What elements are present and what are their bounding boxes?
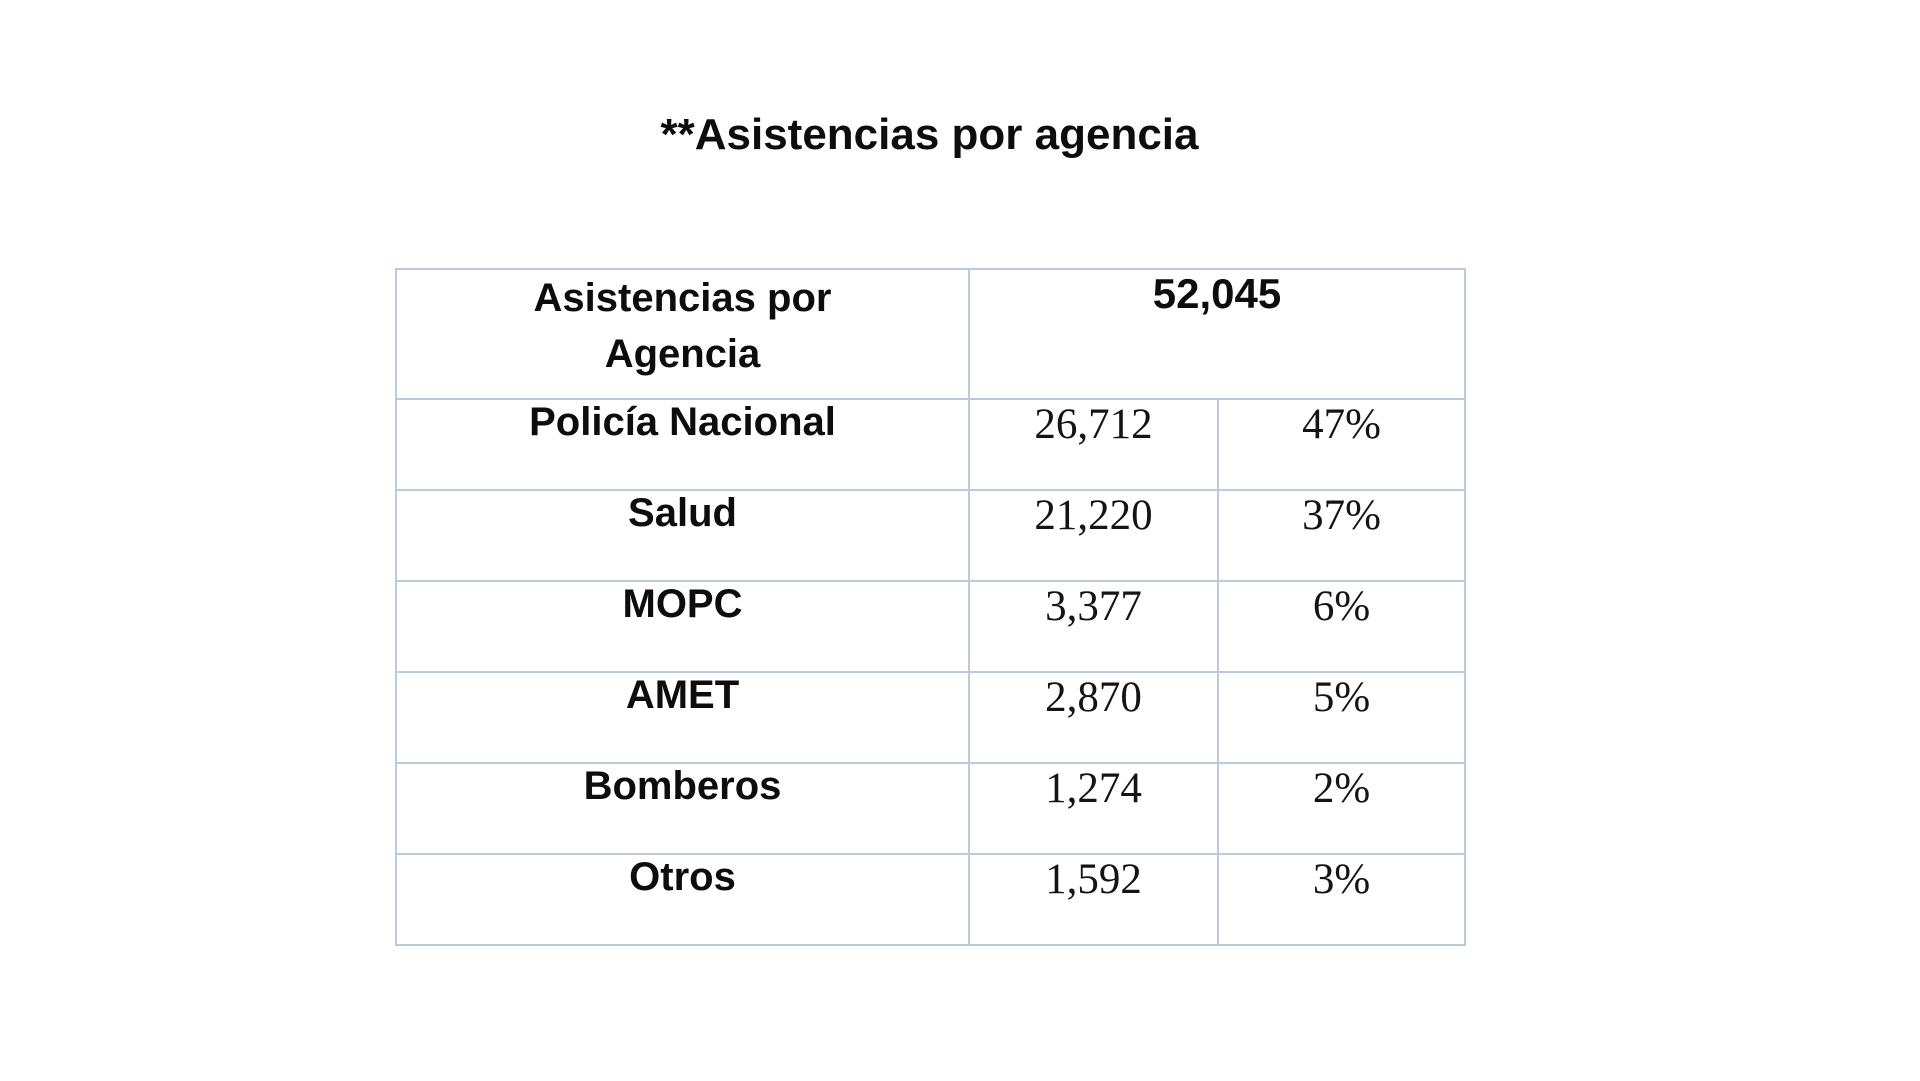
count-cell: 2,870 bbox=[968, 671, 1219, 764]
agency-name-cell: Policía Nacional bbox=[395, 398, 970, 491]
table-row: MOPC 3,377 6% bbox=[395, 580, 1466, 673]
count-cell: 1,274 bbox=[968, 762, 1219, 855]
agency-name-cell: AMET bbox=[395, 671, 970, 764]
agency-table-container: Asistencias por Agencia 52,045 Policía N… bbox=[395, 268, 1466, 946]
count-cell: 21,220 bbox=[968, 489, 1219, 582]
count-cell: 1,592 bbox=[968, 853, 1219, 946]
agency-name-cell: Bomberos bbox=[395, 762, 970, 855]
header-label-cell: Asistencias por Agencia bbox=[395, 268, 970, 400]
percent-cell: 2% bbox=[1217, 762, 1466, 855]
percent-cell: 3% bbox=[1217, 853, 1466, 946]
agency-name-cell: MOPC bbox=[395, 580, 970, 673]
table-row: Otros 1,592 3% bbox=[395, 853, 1466, 946]
percent-cell: 6% bbox=[1217, 580, 1466, 673]
agency-name-cell: Otros bbox=[395, 853, 970, 946]
header-label-line-2: Agencia bbox=[604, 332, 761, 376]
page-title: **Asistencias por agencia bbox=[660, 110, 1199, 159]
table-header-row: Asistencias por Agencia 52,045 bbox=[395, 268, 1466, 400]
header-label-line-1: Asistencias por bbox=[533, 276, 832, 320]
table-row: Salud 21,220 37% bbox=[395, 489, 1466, 582]
table-row: AMET 2,870 5% bbox=[395, 671, 1466, 764]
agency-name-cell: Salud bbox=[395, 489, 970, 582]
count-cell: 26,712 bbox=[968, 398, 1219, 491]
table-row: Bomberos 1,274 2% bbox=[395, 762, 1466, 855]
percent-cell: 5% bbox=[1217, 671, 1466, 764]
count-cell: 3,377 bbox=[968, 580, 1219, 673]
percent-cell: 37% bbox=[1217, 489, 1466, 582]
header-total-cell: 52,045 bbox=[968, 268, 1466, 400]
percent-cell: 47% bbox=[1217, 398, 1466, 491]
table-row: Policía Nacional 26,712 47% bbox=[395, 398, 1466, 491]
agency-table: Asistencias por Agencia 52,045 Policía N… bbox=[395, 268, 1466, 946]
